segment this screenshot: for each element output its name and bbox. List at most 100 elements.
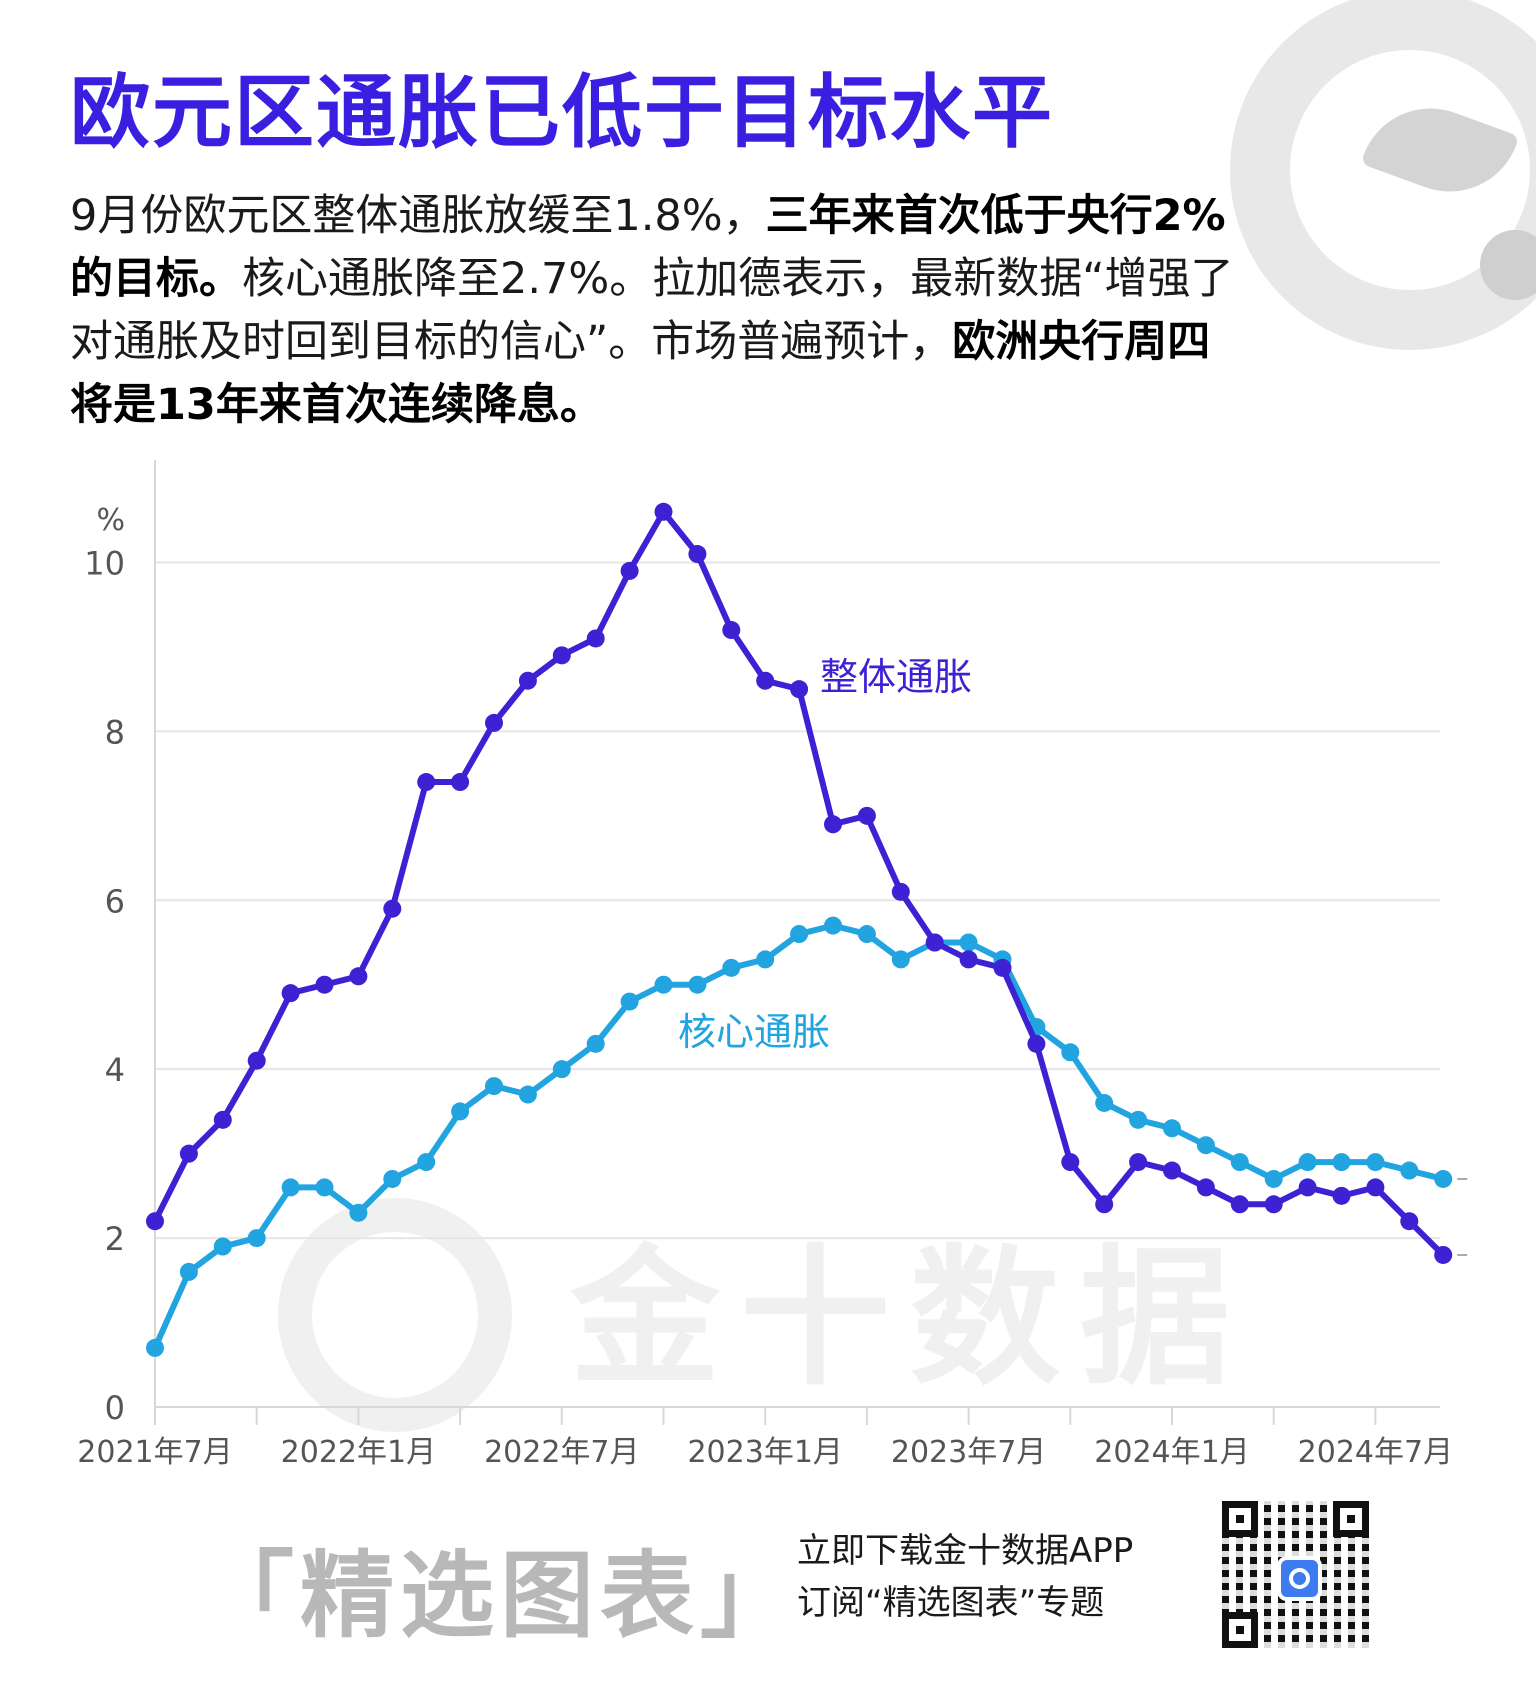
data-point — [1434, 1169, 1453, 1188]
x-tick-label: 2024年1月 — [1094, 1435, 1249, 1470]
desc-bold-2: 欧洲央行周四将是13年来首次连续降息。 — [70, 317, 1211, 430]
featured-charts-tag: 「精选图表」 — [200, 1542, 801, 1651]
core-series-label: 核心通胀 — [678, 1010, 830, 1054]
data-point — [451, 773, 470, 792]
desc-bold-1: 三年来首次低于央行2%的目标。 — [70, 191, 1226, 304]
data-point — [417, 1153, 436, 1172]
data-point — [891, 950, 910, 969]
data-point — [451, 1102, 470, 1121]
data-point — [1196, 1178, 1215, 1197]
data-point — [146, 1338, 164, 1357]
data-point — [485, 713, 503, 732]
qr-code[interactable] — [1218, 1497, 1373, 1652]
brand-logo-watermark — [1230, 0, 1536, 350]
y-tick-label: 2 — [105, 1220, 125, 1258]
y-axis-unit-label: % — [96, 503, 125, 538]
data-point — [315, 975, 334, 994]
x-tick-label: 2022年1月 — [281, 1435, 436, 1470]
data-point — [790, 925, 809, 944]
data-point — [1061, 1043, 1080, 1062]
data-point — [1400, 1161, 1419, 1180]
data-point — [1027, 1034, 1046, 1053]
series-line — [152, 508, 1447, 1258]
data-point — [688, 975, 707, 994]
y-tick-label: 6 — [105, 882, 125, 920]
data-point — [1366, 1178, 1385, 1197]
data-point — [1298, 1153, 1317, 1172]
data-point — [315, 1178, 334, 1197]
data-point — [1129, 1110, 1148, 1129]
page-title: 欧元区通胀已低于目标水平 — [70, 66, 1054, 159]
data-point — [146, 1212, 164, 1231]
data-point — [1434, 1245, 1453, 1264]
data-point — [1332, 1153, 1351, 1172]
data-point — [790, 680, 809, 699]
data-point — [620, 992, 639, 1011]
data-point — [1061, 1153, 1080, 1172]
headline-series-label: 整体通胀 — [820, 655, 972, 699]
data-point — [213, 1110, 232, 1129]
data-point — [552, 1060, 571, 1079]
data-point — [518, 671, 537, 690]
data-point — [1400, 1212, 1419, 1231]
data-point — [857, 925, 876, 944]
inflation-line-chart: 金十数据 0 2 4 6 8 10% 2021年7月 2022年1月 2022年7月 2023年1… — [77, 460, 1468, 1470]
watermark-logo-icon — [278, 1198, 512, 1432]
y-tick-label: 0 — [105, 1389, 125, 1427]
data-point — [824, 916, 842, 935]
description: 9月份欧元区整体通胀放缓至1.8%，三年来首次低于央行2%的目标。核心通胀降至2… — [70, 185, 1250, 437]
data-point — [247, 1229, 266, 1248]
data-point — [1264, 1195, 1283, 1214]
data-point — [485, 1077, 503, 1096]
x-tick-label: 2024年7月 — [1298, 1435, 1453, 1470]
data-point — [654, 502, 673, 521]
data-point — [281, 984, 300, 1003]
data-point — [756, 671, 775, 690]
desc-text-1: 9月份欧元区整体通胀放缓至1.8%， — [70, 191, 766, 241]
x-tick-label: 2023年1月 — [687, 1435, 842, 1470]
data-point — [1366, 1153, 1385, 1172]
data-point — [1163, 1119, 1181, 1138]
download-prompt: 立即下载金十数据APP 订阅“精选图表”专题 — [797, 1525, 1133, 1629]
data-point — [349, 1203, 368, 1222]
data-point — [891, 882, 910, 901]
data-point — [1230, 1195, 1249, 1214]
axes: 0 2 4 6 8 10% 2021年7月 2022年1月 2022年7月 2023年1月 2023… — [77, 460, 1453, 1470]
data-point — [1230, 1153, 1249, 1172]
data-point — [1129, 1153, 1148, 1172]
data-point — [586, 629, 605, 648]
data-point — [179, 1262, 198, 1281]
subscribe-text: 订阅“精选图表”专题 — [797, 1583, 1105, 1623]
data-point — [722, 621, 741, 640]
data-point — [620, 561, 639, 580]
data-point — [824, 815, 842, 834]
data-point — [383, 1169, 402, 1188]
y-tick-label: 10 — [84, 544, 125, 582]
data-point — [383, 899, 402, 918]
data-point — [349, 967, 368, 986]
data-point — [722, 958, 741, 977]
data-point — [993, 958, 1012, 977]
data-point — [1196, 1136, 1215, 1155]
data-point — [417, 773, 436, 792]
series-lines — [146, 502, 1468, 1357]
data-point — [654, 975, 673, 994]
desc-text-2: 核心通胀降至2.7%。拉加德表示，最新数据“增强了对通胀及时回到目标的信心”。市… — [70, 254, 1234, 367]
data-point — [1332, 1186, 1351, 1205]
data-point — [518, 1085, 537, 1104]
data-point — [1095, 1195, 1114, 1214]
app-logo-icon — [1277, 1556, 1322, 1601]
data-point — [1163, 1161, 1181, 1180]
data-point — [281, 1178, 300, 1197]
data-point — [959, 950, 978, 969]
data-point — [586, 1034, 605, 1053]
data-point — [1264, 1169, 1283, 1188]
chart-watermark: 金十数据 — [278, 1198, 1230, 1432]
grid-lines — [155, 561, 1440, 1240]
x-tick-label: 2022年7月 — [484, 1435, 639, 1470]
download-app-text: 立即下载金十数据APP — [797, 1531, 1134, 1571]
data-point — [213, 1237, 232, 1256]
data-point — [756, 950, 775, 969]
y-tick-label: 4 — [105, 1051, 125, 1089]
